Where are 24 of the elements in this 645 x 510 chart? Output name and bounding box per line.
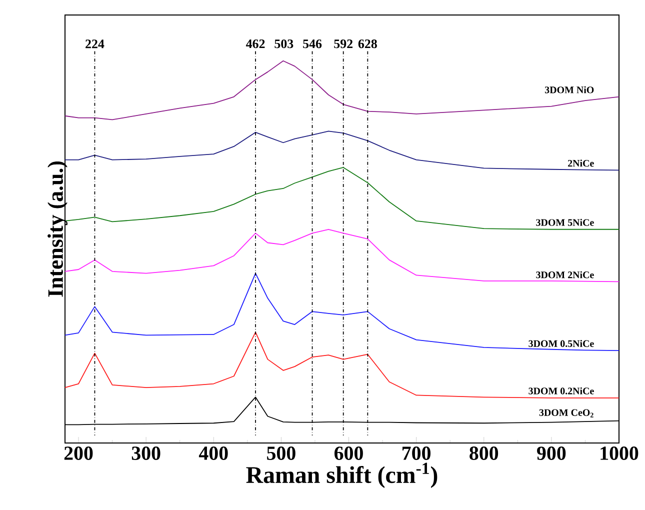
x-tick-label: 700 [402, 446, 430, 460]
series-label: 3DOM 2NiCe [536, 271, 594, 278]
x-tick-label: 1000 [600, 446, 638, 460]
ref-line-label: 592 [334, 39, 353, 48]
y-axis-title: Intensity (a.u.) [48, 161, 68, 297]
x-tick-label: 300 [132, 446, 160, 460]
ref-line-label: 462 [246, 39, 265, 48]
text: 503 [274, 39, 294, 48]
ref-line-label: 546 [303, 39, 322, 48]
series-label: 3DOM 0.2NiCe [528, 387, 594, 394]
ref-line-label: 628 [358, 39, 377, 48]
x-tick-label: 900 [537, 446, 566, 460]
x-tick-label: 800 [470, 446, 498, 460]
x-tick-label: 200 [64, 446, 93, 460]
x-axis-title: Raman shift (cm$^{-1}$) [246, 462, 438, 488]
series-label: 3DOM 0.5NiCe [528, 340, 594, 348]
ref-line-label: 224 [86, 40, 104, 48]
series-label: 2NiCe [568, 160, 594, 167]
x-tick-label: 400 [198, 446, 228, 460]
x-tick-label: 600 [334, 446, 363, 460]
series-label: 3DOM CeO$_{2}$ [539, 409, 594, 418]
x-tick-label: 500 [267, 446, 296, 460]
series-label: 3DOM 5NiCe [536, 218, 594, 226]
series-label: 3DOM NiO [544, 86, 594, 94]
